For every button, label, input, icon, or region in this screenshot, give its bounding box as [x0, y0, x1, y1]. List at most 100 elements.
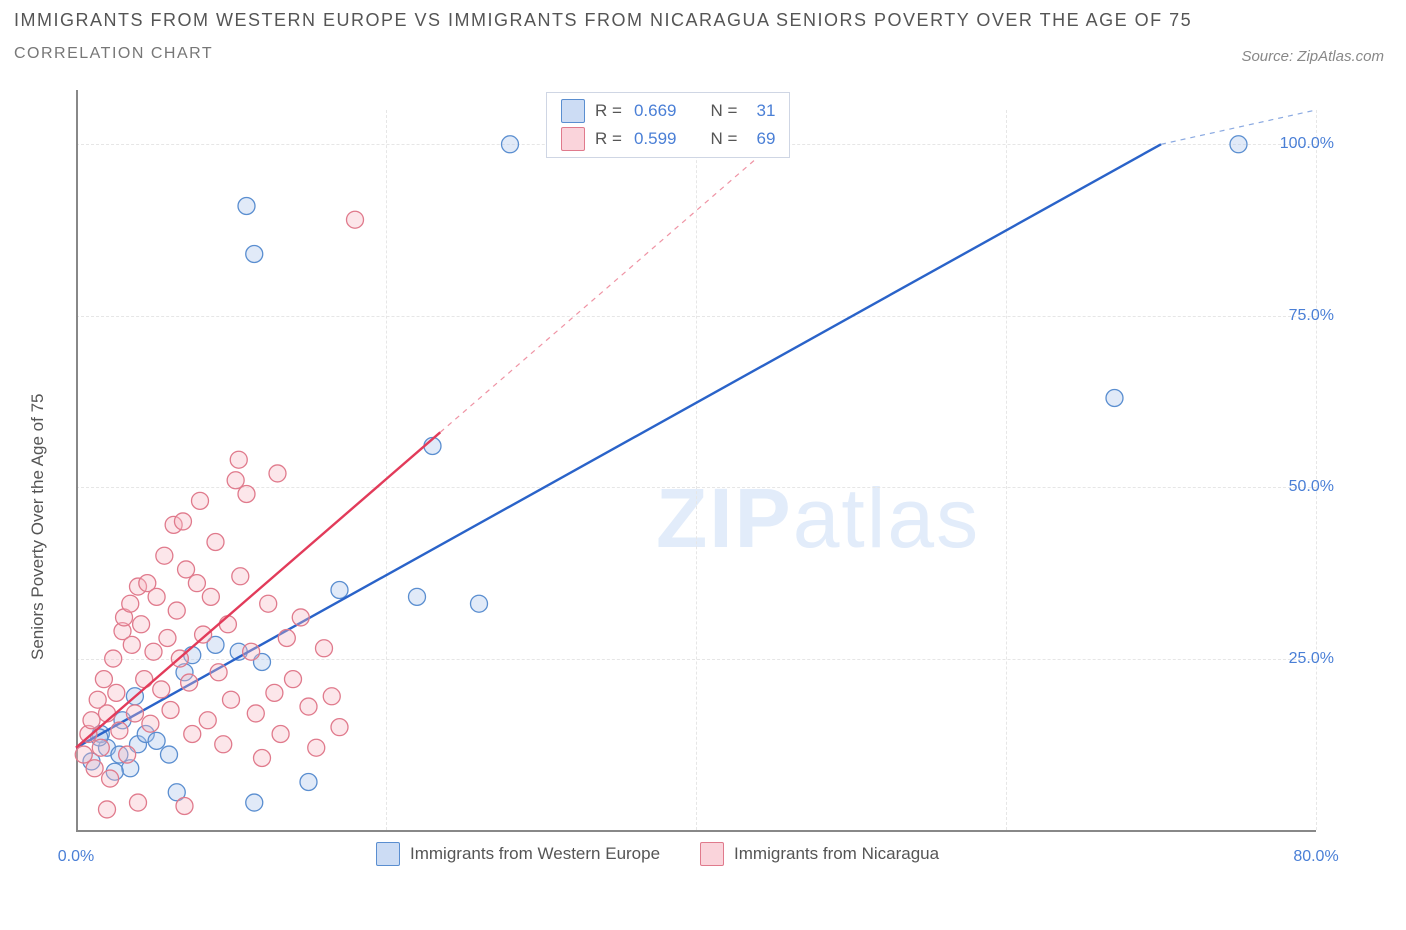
data-point [269, 465, 286, 482]
chart-title: IMMIGRANTS FROM WESTERN EUROPE VS IMMIGR… [14, 10, 1192, 31]
data-point [99, 801, 116, 818]
legend-label: Immigrants from Nicaragua [734, 844, 939, 864]
data-point [86, 760, 103, 777]
data-point [102, 770, 119, 787]
data-point [130, 794, 147, 811]
legend-swatch [700, 842, 724, 866]
data-point [108, 684, 125, 701]
data-point [292, 609, 309, 626]
data-point [347, 211, 364, 228]
data-point [168, 602, 185, 619]
data-point [161, 746, 178, 763]
data-point [192, 492, 209, 509]
data-point [1230, 136, 1247, 153]
chart-subtitle: CORRELATION CHART [14, 45, 1192, 63]
legend-swatch [561, 127, 585, 151]
data-point [210, 664, 227, 681]
trend-line-dashed [440, 130, 789, 432]
n-label: N = [710, 129, 737, 149]
y-tick-label: 75.0% [1289, 307, 1334, 325]
x-tick-label: 0.0% [58, 848, 94, 866]
data-point [246, 794, 263, 811]
bottom-legend: Immigrants from Western Europe Immigrants… [376, 842, 939, 866]
data-point [145, 643, 162, 660]
data-point [184, 726, 201, 743]
data-point [119, 746, 136, 763]
y-tick-label: 100.0% [1280, 135, 1334, 153]
r-label: R = [595, 129, 622, 149]
data-point [323, 688, 340, 705]
data-point [148, 732, 165, 749]
data-point [133, 616, 150, 633]
data-point [195, 626, 212, 643]
data-point [95, 671, 112, 688]
trend-line [76, 144, 1161, 747]
data-point [227, 472, 244, 489]
data-point [246, 246, 263, 263]
data-point [471, 595, 488, 612]
data-point [188, 575, 205, 592]
data-point [153, 681, 170, 698]
data-point [199, 712, 216, 729]
data-point [331, 582, 348, 599]
data-point [238, 486, 255, 503]
data-point [159, 630, 176, 647]
data-point [105, 650, 122, 667]
data-point [174, 513, 191, 530]
data-point [215, 736, 232, 753]
y-tick-label: 25.0% [1289, 650, 1334, 668]
data-point [83, 712, 100, 729]
data-point [308, 739, 325, 756]
data-point [230, 451, 247, 468]
data-point [1106, 390, 1123, 407]
data-point [202, 588, 219, 605]
y-axis-label: Seniors Poverty Over the Age of 75 [28, 394, 48, 660]
r-value: 0.599 [632, 129, 677, 149]
r-value: 0.669 [632, 101, 677, 121]
data-point [285, 671, 302, 688]
data-point [238, 198, 255, 215]
plot-area: ZIPatlas R =0.669N =31R =0.599N =69 25.0… [56, 90, 1346, 860]
data-point [142, 715, 159, 732]
data-point [176, 798, 193, 815]
data-point [219, 616, 236, 633]
data-point [300, 698, 317, 715]
data-point [247, 705, 264, 722]
data-point [207, 534, 224, 551]
scatter-svg [56, 90, 1346, 860]
n-label: N = [710, 101, 737, 121]
data-point [223, 691, 240, 708]
data-point [260, 595, 277, 612]
data-point [126, 705, 143, 722]
data-point [266, 684, 283, 701]
legend-label: Immigrants from Western Europe [410, 844, 660, 864]
bottom-legend-item: Immigrants from Nicaragua [700, 842, 939, 866]
source-credit: Source: ZipAtlas.com [1241, 48, 1384, 65]
legend-swatch [376, 842, 400, 866]
n-value: 69 [747, 129, 775, 149]
bottom-legend-item: Immigrants from Western Europe [376, 842, 660, 866]
data-point [331, 719, 348, 736]
data-point [272, 726, 289, 743]
data-point [232, 568, 249, 585]
n-value: 31 [747, 101, 775, 121]
stats-legend-row: R = 0.669 N = 31 [561, 99, 775, 123]
data-point [409, 588, 426, 605]
data-point [162, 702, 179, 719]
data-point [316, 640, 333, 657]
y-tick-label: 50.0% [1289, 478, 1334, 496]
data-point [502, 136, 519, 153]
data-point [75, 746, 92, 763]
title-block: IMMIGRANTS FROM WESTERN EUROPE VS IMMIGR… [14, 10, 1192, 63]
stats-legend: R = 0.669 N = 31 R = 0.599 N = 69 [546, 92, 790, 158]
r-label: R = [595, 101, 622, 121]
data-point [111, 722, 128, 739]
data-point [92, 739, 109, 756]
legend-swatch [561, 99, 585, 123]
x-tick-label: 80.0% [1293, 848, 1338, 866]
data-point [136, 671, 153, 688]
data-point [181, 674, 198, 691]
data-point [243, 643, 260, 660]
data-point [300, 774, 317, 791]
stats-legend-row: R = 0.599 N = 69 [561, 127, 775, 151]
